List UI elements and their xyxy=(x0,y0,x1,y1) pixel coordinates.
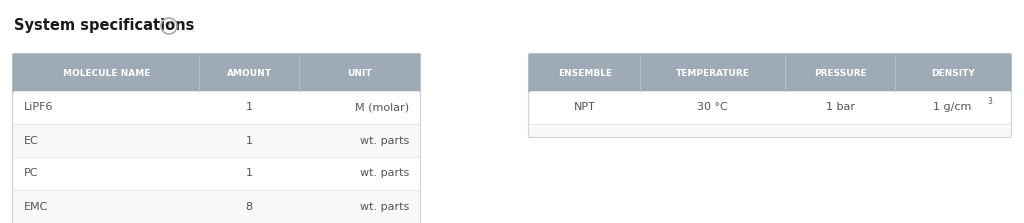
Text: wt. parts: wt. parts xyxy=(359,202,409,211)
Text: EMC: EMC xyxy=(24,202,48,211)
FancyBboxPatch shape xyxy=(528,54,1012,138)
Text: LiPF6: LiPF6 xyxy=(24,103,53,112)
Text: 8: 8 xyxy=(246,202,253,211)
Text: 1 bar: 1 bar xyxy=(825,103,854,112)
Text: 1: 1 xyxy=(246,136,253,145)
Text: System specifications: System specifications xyxy=(14,18,195,33)
FancyBboxPatch shape xyxy=(12,54,421,93)
Text: 3: 3 xyxy=(987,97,992,106)
Text: AMOUNT: AMOUNT xyxy=(226,68,271,78)
Text: UNIT: UNIT xyxy=(347,68,372,78)
Bar xyxy=(14,124,419,157)
Text: DENSITY: DENSITY xyxy=(931,68,975,78)
Text: 1 g/cm: 1 g/cm xyxy=(933,103,972,112)
Text: MOLECULE NAME: MOLECULE NAME xyxy=(62,68,151,78)
FancyBboxPatch shape xyxy=(12,54,421,223)
Text: PRESSURE: PRESSURE xyxy=(814,68,866,78)
Text: EC: EC xyxy=(24,136,39,145)
Bar xyxy=(14,190,419,223)
Bar xyxy=(14,91,419,124)
Text: PC: PC xyxy=(24,169,39,178)
Bar xyxy=(14,157,419,190)
Text: 1: 1 xyxy=(246,169,253,178)
Text: 1: 1 xyxy=(246,103,253,112)
Text: TEMPERATURE: TEMPERATURE xyxy=(676,68,750,78)
Text: ENSEMBLE: ENSEMBLE xyxy=(558,68,612,78)
Text: 30 °C: 30 °C xyxy=(697,103,728,112)
Text: wt. parts: wt. parts xyxy=(359,136,409,145)
Text: M (molar): M (molar) xyxy=(355,103,409,112)
Text: ?: ? xyxy=(167,21,171,31)
Text: wt. parts: wt. parts xyxy=(359,169,409,178)
Bar xyxy=(530,91,1010,124)
FancyBboxPatch shape xyxy=(528,54,1012,93)
Text: NPT: NPT xyxy=(574,103,596,112)
